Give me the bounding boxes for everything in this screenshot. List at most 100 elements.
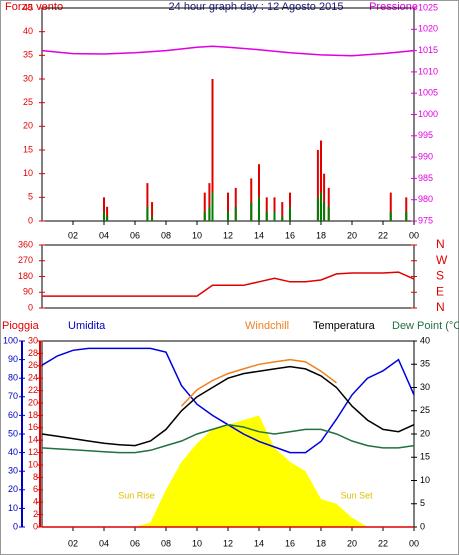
y-tick-label: N <box>436 300 445 314</box>
wind-bar <box>281 216 284 221</box>
x-tick-label: 02 <box>68 538 78 548</box>
x-tick-label: 04 <box>99 538 109 548</box>
wind-bar <box>146 183 149 221</box>
wind-bar <box>227 192 229 221</box>
y-tick-label: 22 <box>28 385 38 395</box>
y-tick-label: 4 <box>33 497 38 507</box>
y-tick-label: 270 <box>18 255 33 265</box>
y-tick-label: 1025 <box>418 2 438 12</box>
x-tick-label: 22 <box>378 538 388 548</box>
wind-bar <box>227 211 229 221</box>
y-tick-label: 35 <box>420 359 430 369</box>
series-line <box>180 358 337 407</box>
y-tick-label: 90 <box>23 287 33 297</box>
x-tick-label: 18 <box>316 230 326 240</box>
y-tick-label: 2 <box>33 509 38 519</box>
y-tick-label: 10 <box>8 503 18 513</box>
y-tick-label: 6 <box>33 484 38 494</box>
dewpoint-label: Dew Point (°C <box>392 320 459 332</box>
y-tick-label: 0 <box>33 521 38 531</box>
y-tick-label: 30 <box>420 382 430 392</box>
y-tick-label: 1015 <box>418 45 438 55</box>
y-tick-label: 24 <box>28 373 38 383</box>
x-tick-label: 02 <box>68 230 78 240</box>
x-tick-label: 00 <box>409 230 419 240</box>
annotation: Sun Rise <box>118 490 155 500</box>
x-tick-label: 10 <box>192 230 202 240</box>
y-tick-label: 50 <box>8 428 18 438</box>
y-tick-label: 18 <box>28 410 38 420</box>
y-tick-label: 975 <box>418 215 433 225</box>
x-tick-label: 16 <box>285 538 295 548</box>
y-tick-label: 40 <box>8 447 18 457</box>
wind-bar <box>327 187 330 221</box>
y-tick-label: 20 <box>28 397 38 407</box>
x-tick-label: 18 <box>316 538 326 548</box>
y-tick-label: 25 <box>420 405 430 415</box>
y-tick-label: 8 <box>33 472 38 482</box>
wind-bar <box>389 211 392 221</box>
wind-bar <box>151 216 154 221</box>
x-tick-label: 10 <box>192 538 202 548</box>
x-tick-label: 22 <box>378 230 388 240</box>
wind-bar <box>281 202 284 221</box>
wind-bar <box>316 197 319 221</box>
y-tick-label: 15 <box>420 452 430 462</box>
y-tick-label: E <box>436 284 444 298</box>
y-tick-label: 14 <box>28 435 38 445</box>
wind-bar <box>234 206 237 221</box>
wind-bar <box>405 211 408 221</box>
wind-bar <box>265 211 268 221</box>
y-tick-label: 20 <box>23 121 33 131</box>
wind-bar <box>323 202 326 221</box>
wind-bar <box>106 216 109 221</box>
x-tick-label: 08 <box>161 538 171 548</box>
wind-bar <box>250 202 253 221</box>
y-tick-label: 1020 <box>418 24 438 34</box>
y-tick-label: W <box>436 253 448 267</box>
x-tick-label: 08 <box>161 230 171 240</box>
y-tick-label: 1010 <box>418 66 438 76</box>
x-tick-label: 20 <box>347 230 357 240</box>
y-tick-label: 995 <box>418 130 433 140</box>
series-line <box>41 423 415 454</box>
y-tick-label: 0 <box>28 302 33 312</box>
y-tick-label: 180 <box>18 271 33 281</box>
solar-area <box>42 415 414 527</box>
x-tick-label: 14 <box>254 538 264 548</box>
y-tick-label: N <box>436 237 445 251</box>
x-tick-label: 12 <box>223 538 233 548</box>
y-tick-label: 40 <box>420 335 430 345</box>
wind-bar <box>203 192 206 221</box>
rain-label: Pioggia <box>2 320 40 332</box>
wind-bar <box>289 206 291 221</box>
wind-bar <box>106 206 109 221</box>
y-tick-label: 28 <box>28 348 38 358</box>
wind-bar <box>146 206 149 221</box>
y-tick-label: 980 <box>418 194 433 204</box>
y-tick-label: 990 <box>418 151 433 161</box>
y-tick-label: S <box>436 269 444 283</box>
wind-bar <box>258 197 260 221</box>
y-tick-label: 26 <box>28 360 38 370</box>
temperature-label: Temperatura <box>313 320 376 332</box>
y-tick-label: 10 <box>23 168 33 178</box>
humidity-label: Umidita <box>68 320 106 332</box>
y-tick-label: 10 <box>28 459 38 469</box>
pressure-label: Pressione <box>369 1 418 13</box>
y-tick-label: 70 <box>8 391 18 401</box>
x-tick-label: 14 <box>254 230 264 240</box>
y-tick-label: 0 <box>28 215 33 225</box>
wind-label: Forza vento <box>5 1 63 13</box>
chart-title: 24 hour graph day : 12 Agosto 2015 <box>169 1 344 13</box>
wind-bar <box>273 197 276 221</box>
y-tick-label: 35 <box>23 50 33 60</box>
y-tick-label: 15 <box>23 144 33 154</box>
series-line <box>41 365 415 447</box>
wind-bar <box>320 192 322 221</box>
wind-bar <box>320 140 322 221</box>
y-tick-label: 90 <box>8 354 18 364</box>
y-tick-label: 1005 <box>418 88 438 98</box>
y-tick-label: 20 <box>420 428 430 438</box>
y-tick-label: 20 <box>8 484 18 494</box>
